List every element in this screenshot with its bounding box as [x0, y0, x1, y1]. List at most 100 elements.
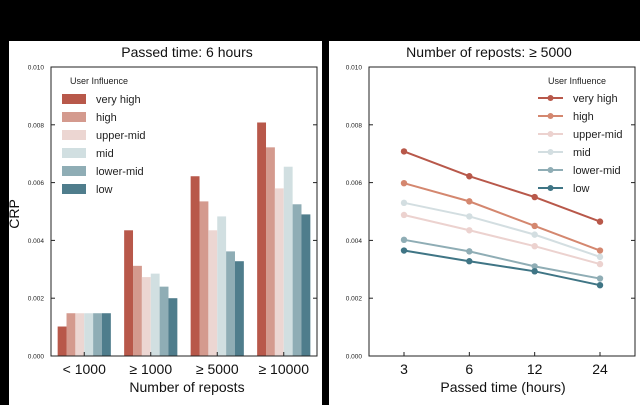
bar-chart-panel: Passed time: 6 hours CRP Number of repos…: [6, 41, 322, 405]
line-legend-label: lower-mid: [573, 165, 621, 177]
point-lower-mid: [596, 275, 604, 282]
bar-chart-y-tick-label: 0.008: [28, 122, 45, 129]
line-chart-y-tick-label: 0.008: [346, 122, 363, 129]
point-high: [466, 198, 473, 205]
point-low: [400, 247, 408, 254]
point-lower-mid: [400, 236, 408, 244]
bar-mid: [217, 216, 227, 356]
bar-upper-mid: [208, 230, 218, 356]
line-upper-mid: [403, 213, 601, 266]
bar-legend-swatch: [62, 130, 86, 140]
line-legend-title: User Influence: [548, 76, 606, 86]
bar-chart-y-tick-label: 0.000: [28, 354, 45, 361]
bar-upper-mid: [75, 313, 85, 356]
bar-lower-mid: [159, 286, 169, 356]
line-legend-marker: [547, 149, 554, 155]
bar-high: [133, 265, 142, 356]
line-chart-panel: Number of reposts: ≥ 5000 Passed time (h…: [329, 41, 640, 405]
point-high: [596, 247, 604, 254]
line-chart-axes: 0.000 0.002 0.004 0.006 0.008 0.010 3 6 12 24: [346, 65, 636, 377]
bar-legend-label: upper-mid: [96, 130, 146, 142]
line-chart-legend: User Influence very high high upper-mid mid l…: [538, 76, 623, 195]
bar-very-high: [57, 326, 67, 356]
bar-very-high: [190, 176, 200, 356]
line-chart-y-tick-label: 0.006: [346, 180, 363, 187]
bar-chart-x-tick-label: ≥ 1000: [129, 361, 172, 377]
point-low: [466, 258, 473, 265]
line-chart-x-tick-label: 24: [592, 361, 608, 377]
point-upper-mid: [596, 260, 604, 268]
bar-lower-mid: [93, 313, 102, 356]
bar-chart-x-tick-label: ≥ 5000: [196, 361, 239, 377]
line-chart-x-axis-label: Passed time (hours): [440, 379, 565, 395]
line-chart-y-tick-label: 0.000: [346, 354, 363, 361]
bar-chart-y-tick-label: 0.002: [28, 296, 45, 303]
bar-chart-x-tick-label: ≥ 10000: [258, 361, 309, 377]
bar-upper-mid: [141, 277, 151, 356]
bar-mid: [84, 313, 94, 356]
line-legend-label: very high: [573, 93, 618, 105]
point-high: [400, 179, 408, 187]
line-very-high: [403, 150, 601, 223]
point-mid: [400, 199, 408, 207]
point-lower-mid: [466, 248, 473, 255]
bar-upper-mid: [274, 188, 284, 356]
line-chart-title: Number of reposts: ≥ 5000: [406, 44, 572, 60]
bar-legend-swatch: [62, 94, 86, 104]
bar-legend-swatch: [62, 184, 86, 194]
bar-chart-y-tick-label: 0.004: [28, 238, 45, 245]
line-legend-label: mid: [573, 147, 591, 159]
bar-high: [66, 313, 76, 356]
point-very-high: [531, 193, 538, 201]
line-chart-x-tick-label: 3: [400, 361, 408, 377]
line-high: [403, 182, 601, 252]
bar-lower-mid: [226, 251, 235, 356]
bar-chart-y-tick-label: 0.010: [28, 65, 45, 72]
point-mid: [531, 231, 538, 238]
bar-very-high: [257, 122, 267, 356]
point-very-high: [466, 173, 473, 180]
line-chart-y-tick-label: 0.002: [346, 296, 363, 303]
point-mid: [466, 213, 473, 220]
bar-chart-x-axis-label: Number of reposts: [129, 379, 244, 395]
point-low: [596, 281, 604, 289]
bar-lower-mid: [292, 204, 302, 356]
bar-low: [101, 313, 111, 356]
bar-mid: [283, 166, 293, 356]
line-chart-y-tick-label: 0.004: [346, 238, 363, 245]
point-upper-mid: [466, 227, 473, 234]
line-legend-marker: [547, 185, 554, 191]
bar-high: [199, 201, 209, 356]
bar-chart-legend: User Influence very high high upper-mid mid l…: [62, 76, 146, 196]
bar-low: [168, 298, 178, 356]
point-high: [531, 222, 538, 230]
bar-chart-x-tick-label: < 1000: [63, 361, 106, 377]
point-very-high: [596, 218, 604, 225]
line-chart-x-tick-label: 12: [527, 361, 543, 377]
point-very-high: [400, 148, 408, 155]
point-low: [531, 268, 538, 275]
line-panel-background: [329, 41, 640, 405]
line-lower-mid: [403, 238, 601, 280]
bar-chart-title: Passed time: 6 hours: [121, 44, 253, 60]
line-legend-marker: [547, 113, 554, 119]
bar-legend-label: very high: [96, 94, 141, 106]
line-legend-marker: [547, 131, 554, 137]
bar-legend-label: lower-mid: [96, 166, 144, 178]
line-chart-x-tick-label: 6: [465, 361, 473, 377]
point-upper-mid: [531, 242, 538, 250]
point-mid: [596, 253, 604, 261]
bar-chart-y-tick-label: 0.006: [28, 180, 45, 187]
bar-legend-swatch: [62, 148, 86, 158]
bar-legend-swatch: [62, 166, 86, 176]
bar-legend-title: User Influence: [70, 76, 128, 86]
line-chart-y-tick-label: 0.010: [346, 65, 363, 72]
line-legend-marker: [547, 95, 554, 101]
bar-chart-y-axis-label: CRP: [6, 199, 22, 229]
line-legend-label: upper-mid: [573, 129, 623, 141]
line-low: [403, 249, 601, 287]
line-chart-series: [400, 148, 604, 289]
bar-legend-label: mid: [96, 148, 114, 160]
point-lower-mid: [531, 263, 538, 270]
